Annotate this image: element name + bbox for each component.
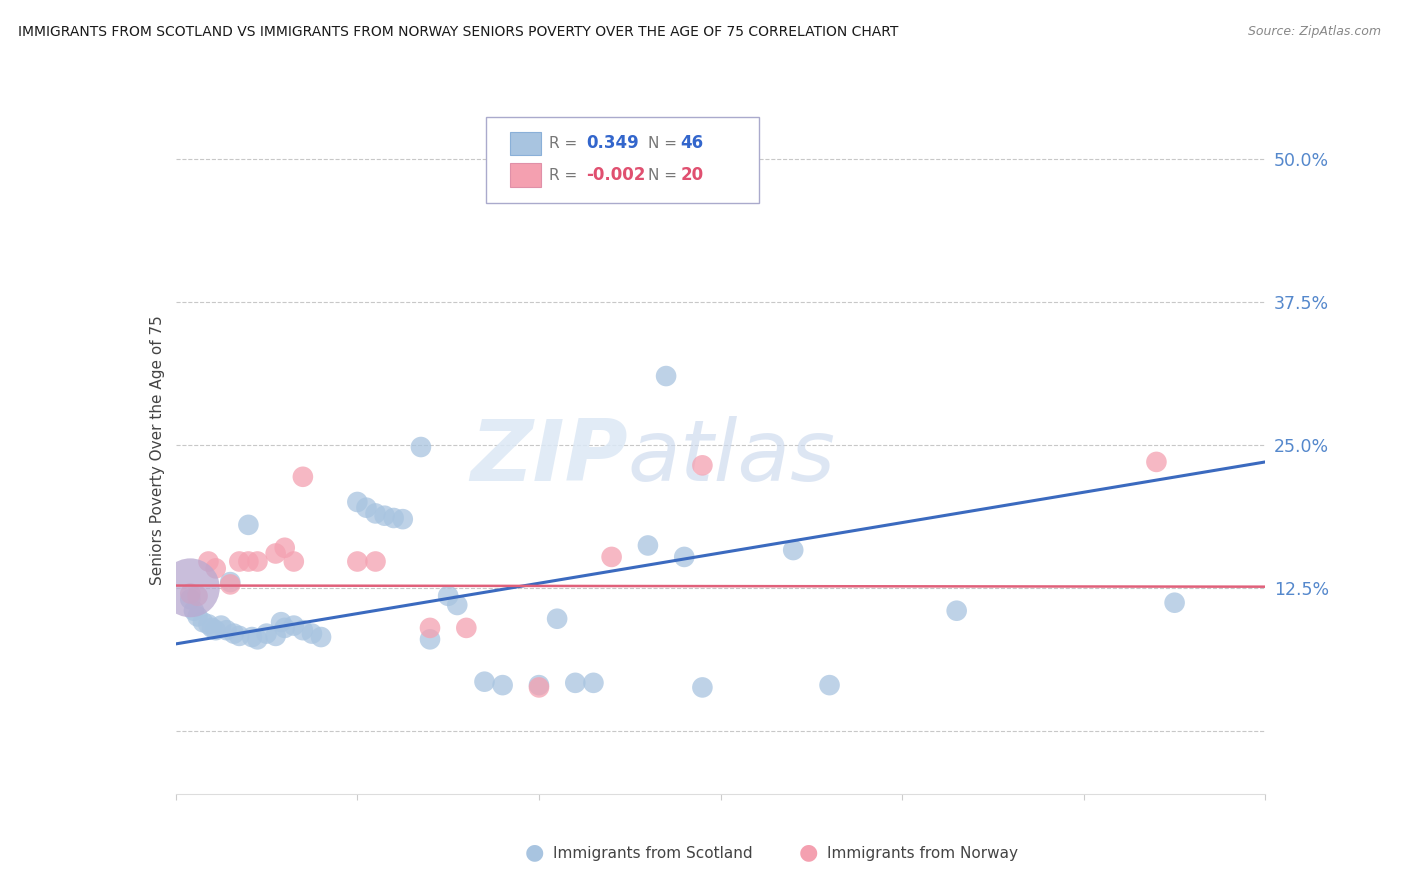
Point [201, 621, 224, 635]
Point [600, 549, 623, 564]
Point [197, 617, 219, 632]
Point [197, 554, 219, 568]
Point [291, 623, 314, 637]
Point [391, 512, 413, 526]
Point [283, 618, 305, 632]
Text: ZIP: ZIP [471, 416, 628, 499]
Point [474, 674, 496, 689]
Point [219, 575, 242, 590]
Text: N =: N = [648, 168, 676, 183]
Point [301, 626, 323, 640]
Point [546, 612, 568, 626]
Point [228, 554, 250, 568]
Point [655, 369, 678, 384]
Point [1163, 596, 1185, 610]
Point [264, 629, 287, 643]
Text: ●: ● [799, 842, 818, 862]
Text: 20: 20 [681, 166, 703, 184]
Point [492, 678, 515, 692]
Point [283, 554, 305, 568]
Point [945, 604, 967, 618]
Point [527, 681, 550, 695]
Point [527, 678, 550, 692]
Point [782, 543, 804, 558]
Point [179, 581, 201, 595]
Point [256, 626, 278, 640]
Point [209, 618, 232, 632]
Point [291, 470, 314, 484]
Point [204, 623, 226, 637]
Point [270, 615, 292, 630]
Point [692, 458, 714, 473]
Text: -0.002: -0.002 [586, 166, 645, 184]
Point [637, 539, 659, 553]
Point [274, 541, 297, 555]
Point [204, 561, 226, 575]
Point [186, 609, 209, 624]
Point [228, 629, 250, 643]
Y-axis label: Seniors Poverty Over the Age of 75: Seniors Poverty Over the Age of 75 [149, 316, 165, 585]
Point [246, 632, 269, 647]
Point [346, 495, 368, 509]
Point [818, 678, 841, 692]
Point [238, 554, 260, 568]
Point [264, 546, 287, 561]
Point [692, 681, 714, 695]
Point [456, 621, 478, 635]
Point [179, 586, 201, 600]
Point [191, 615, 214, 630]
Point [238, 517, 260, 532]
Point [419, 632, 441, 647]
Point [437, 589, 460, 603]
Point [222, 626, 245, 640]
Text: Immigrants from Norway: Immigrants from Norway [827, 847, 1018, 861]
Point [446, 598, 468, 612]
Point [374, 508, 396, 523]
Text: IMMIGRANTS FROM SCOTLAND VS IMMIGRANTS FROM NORWAY SENIORS POVERTY OVER THE AGE : IMMIGRANTS FROM SCOTLAND VS IMMIGRANTS F… [18, 25, 898, 39]
Point [246, 554, 269, 568]
Point [564, 676, 586, 690]
Point [179, 592, 201, 607]
Text: N =: N = [648, 136, 676, 151]
Text: R =: R = [550, 168, 578, 183]
Text: ●: ● [524, 842, 544, 862]
Point [356, 500, 378, 515]
Point [364, 554, 387, 568]
Point [183, 604, 205, 618]
Point [309, 630, 332, 644]
Point [240, 630, 263, 644]
Text: R =: R = [550, 136, 578, 151]
Point [673, 549, 696, 564]
Point [186, 589, 209, 603]
Point [382, 511, 405, 525]
Point [409, 440, 432, 454]
Point [219, 577, 242, 591]
Point [274, 621, 297, 635]
Point [346, 554, 368, 568]
Point [1146, 455, 1168, 469]
Text: Immigrants from Scotland: Immigrants from Scotland [553, 847, 752, 861]
Point [419, 621, 441, 635]
Point [364, 507, 387, 521]
Text: 46: 46 [681, 135, 703, 153]
Point [215, 623, 238, 637]
FancyBboxPatch shape [486, 118, 759, 203]
Text: Source: ZipAtlas.com: Source: ZipAtlas.com [1247, 25, 1381, 38]
FancyBboxPatch shape [510, 163, 541, 186]
FancyBboxPatch shape [510, 132, 541, 155]
Point [582, 676, 605, 690]
Text: atlas: atlas [628, 416, 837, 499]
Text: 0.349: 0.349 [586, 135, 640, 153]
